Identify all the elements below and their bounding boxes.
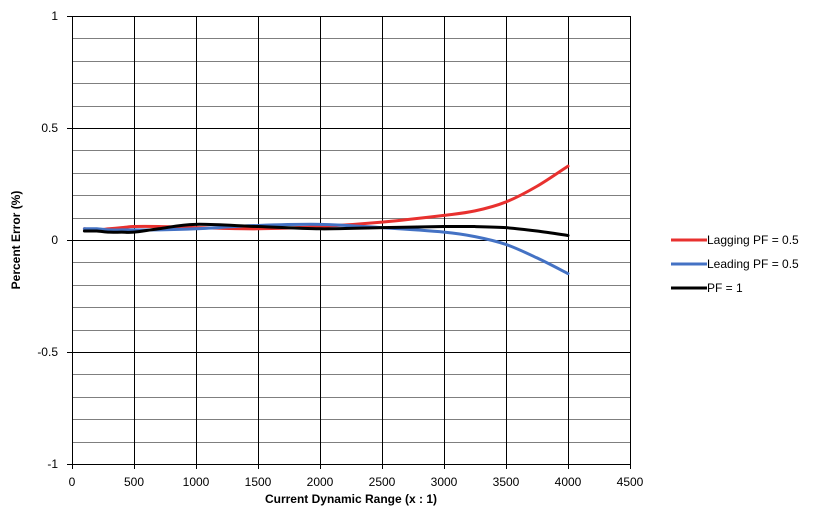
y-tick-label: 0.5 [41,121,58,135]
x-tick-label: 1000 [183,475,210,489]
y-axis: -1 -0.5 0 0.5 1 [37,9,72,471]
x-tick-label: 500 [124,475,144,489]
x-tick-label: 3500 [493,475,520,489]
y-tick-label: 0 [51,233,58,247]
x-tick-label: 2000 [307,475,334,489]
x-tick-label: 2500 [369,475,396,489]
x-tick-label: 4000 [555,475,582,489]
series-line-3 [82,222,570,238]
x-tick-label: 4500 [617,475,644,489]
plot-border [72,16,631,465]
legend: Lagging PF = 0.5 Leading PF = 0.5 PF = 1 [671,233,799,295]
y-tick-label: -1 [47,457,58,471]
y-tick-label: 1 [51,9,58,23]
series-lines [82,164,570,276]
series-line-2 [82,222,570,276]
x-axis: 0 500 1000 1500 2000 2500 3000 3500 4000 4500 [69,464,644,489]
legend-label: Leading PF = 0.5 [707,257,799,271]
x-tick-label: 3000 [431,475,458,489]
y-tick-label: -0.5 [37,345,58,359]
x-tick-label: 0 [69,475,76,489]
x-tick-label: 1500 [245,475,272,489]
y-axis-title: Percent Error (%) [9,191,23,290]
x-axis-title: Current Dynamic Range (x : 1) [265,492,437,506]
plot-area [72,16,631,465]
legend-label: Lagging PF = 0.5 [707,233,799,247]
legend-label: PF = 1 [707,281,743,295]
series-line-1 [82,164,570,232]
